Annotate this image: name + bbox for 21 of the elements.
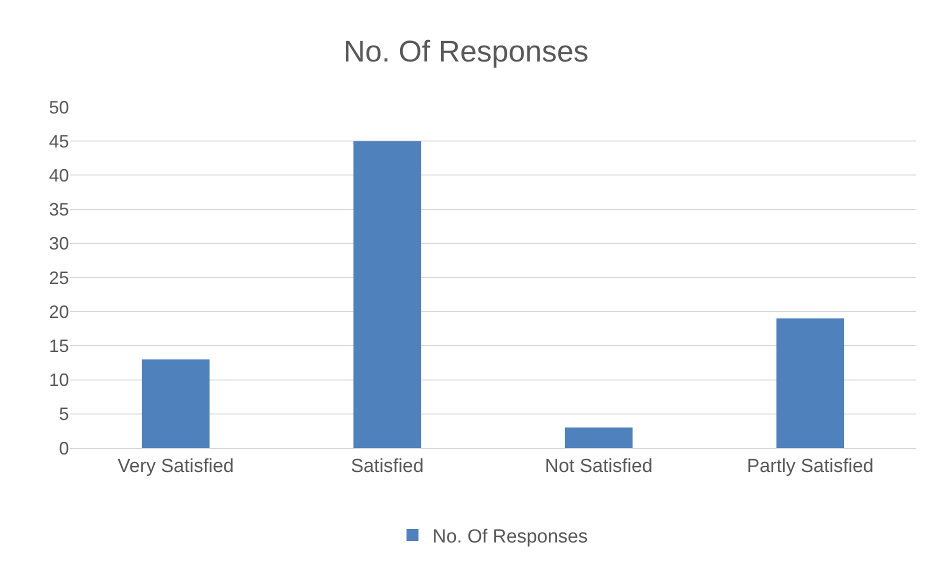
chart-title: No. Of Responses <box>343 35 589 68</box>
y-tick-label: 20 <box>48 302 69 322</box>
y-tick-label: 5 <box>58 404 69 424</box>
bar <box>776 318 844 448</box>
x-tick-label: Not Satisfied <box>544 456 653 477</box>
legend-label: No. Of Responses <box>432 526 588 548</box>
y-tick-label: 15 <box>48 336 69 356</box>
y-tick-label: 35 <box>48 200 69 220</box>
y-tick-label: 30 <box>48 234 69 254</box>
bar <box>142 359 210 448</box>
y-tick-label: 45 <box>48 131 69 152</box>
y-tick-label: 10 <box>48 370 69 390</box>
y-tick-label: 40 <box>48 166 69 186</box>
bar <box>353 141 422 448</box>
y-tick-label: 50 <box>48 97 69 118</box>
x-tick-label: Partly Satisfied <box>746 456 874 477</box>
x-tick-label: Very Satisfied <box>118 456 234 477</box>
y-tick-label: 0 <box>58 438 69 458</box>
x-tick-label: Satisfied <box>350 456 424 477</box>
bar <box>564 428 633 448</box>
y-tick-label: 25 <box>48 268 69 288</box>
